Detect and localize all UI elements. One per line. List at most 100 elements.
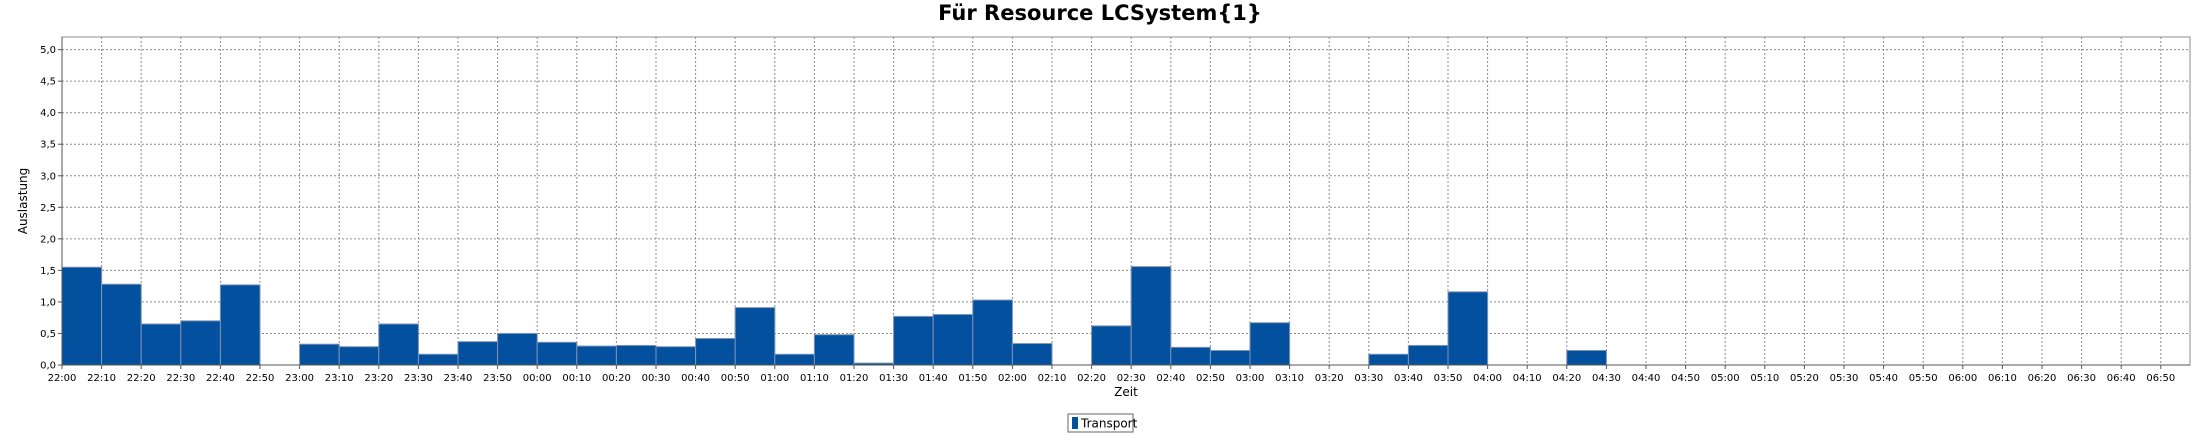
- x-tick-label: 06:10: [1988, 373, 2017, 384]
- y-tick-label: 1,0: [40, 297, 56, 308]
- x-tick-label: 01:30: [879, 373, 908, 384]
- chart-title: Für Resource LCSystem{1}: [938, 1, 1262, 25]
- x-tick-label: 22:00: [48, 373, 77, 384]
- bar: [932, 314, 974, 366]
- x-tick-label: 00:30: [642, 373, 671, 384]
- bar: [1091, 325, 1132, 366]
- x-tick-label: 05:30: [1830, 373, 1859, 384]
- y-tick-label: 1,5: [40, 266, 56, 277]
- bar: [219, 284, 261, 366]
- bar: [655, 346, 697, 366]
- x-tick-label: 02:10: [1038, 373, 1067, 384]
- x-tick-label: 00:40: [681, 373, 710, 384]
- x-tick-label: 03:00: [1236, 373, 1265, 384]
- bar: [378, 323, 419, 366]
- bar: [695, 338, 736, 366]
- legend-swatch: [1072, 417, 1078, 429]
- y-tick-label: 5,0: [40, 45, 56, 56]
- x-tick-label: 23:50: [483, 373, 512, 384]
- x-tick-label: 22:50: [246, 373, 275, 384]
- x-tick-label: 01:20: [840, 373, 869, 384]
- x-tick-label: 06:40: [2107, 373, 2136, 384]
- x-tick-label: 05:10: [1750, 373, 1779, 384]
- x-tick-label: 03:50: [1434, 373, 1463, 384]
- x-tick-label: 03:20: [1315, 373, 1344, 384]
- bar: [338, 346, 380, 366]
- x-tick-label: 00:20: [602, 373, 631, 384]
- bar: [1368, 353, 1409, 366]
- legend-label: Transport: [1080, 417, 1138, 431]
- y-tick-label: 4,0: [40, 108, 56, 119]
- x-tick-label: 00:50: [721, 373, 750, 384]
- bar: [417, 353, 459, 366]
- bar: [1249, 322, 1291, 366]
- bar: [1407, 344, 1449, 366]
- bar: [576, 345, 617, 366]
- x-tick-label: 22:40: [206, 373, 235, 384]
- x-tick-label: 23:30: [404, 373, 433, 384]
- y-tick-label: 2,5: [40, 203, 56, 214]
- y-axis-label: Auslastung: [16, 168, 30, 235]
- bar: [1447, 291, 1489, 366]
- y-axis-ticks: 0,0 0,5 1,0 1,5 2,0 2,5 3,0 3,5 4,0 4,5 5,0: [40, 45, 62, 372]
- x-tick-label: 05:00: [1711, 373, 1740, 384]
- x-tick-label: 22:10: [87, 373, 116, 384]
- x-tick-label: 00:00: [523, 373, 552, 384]
- bar: [457, 341, 499, 366]
- y-tick-label: 3,5: [40, 140, 56, 151]
- bar: [972, 299, 1013, 366]
- x-tick-label: 02:50: [1196, 373, 1225, 384]
- x-tick-label: 01:00: [760, 373, 789, 384]
- x-tick-label: 03:10: [1275, 373, 1304, 384]
- x-tick-label: 04:50: [1671, 373, 1700, 384]
- x-tick-label: 22:20: [127, 373, 156, 384]
- bar: [893, 315, 934, 366]
- bar: [299, 343, 340, 366]
- y-tick-label: 0,0: [40, 361, 56, 372]
- legend-box: [1067, 413, 1134, 433]
- bar: [536, 341, 578, 366]
- x-tick-label: 02:20: [1077, 373, 1106, 384]
- y-tick-label: 4,5: [40, 77, 56, 88]
- bar: [774, 353, 815, 366]
- x-tick-label: 06:20: [2028, 373, 2057, 384]
- bar: [1011, 343, 1053, 366]
- bar: [615, 344, 657, 366]
- x-tick-label: 04:10: [1513, 373, 1542, 384]
- bar: [140, 323, 182, 366]
- y-tick-label: 2,0: [40, 234, 56, 245]
- x-tick-label: 02:00: [998, 373, 1027, 384]
- bar: [813, 334, 855, 366]
- x-tick-label: 23:40: [444, 373, 473, 384]
- bar: [180, 320, 221, 366]
- bar: [1209, 349, 1251, 366]
- bar: [1130, 266, 1172, 366]
- x-tick-label: 04:40: [1632, 373, 1661, 384]
- gridlines: [62, 37, 2190, 365]
- bar: [734, 307, 776, 366]
- x-axis-ticks: 22:00 22:10 22:20 22:30 22:40 22:50 23:00 23:10…: [48, 365, 2175, 384]
- x-tick-label: 23:20: [364, 373, 393, 384]
- bar: [497, 332, 538, 366]
- x-tick-label: 02:30: [1117, 373, 1146, 384]
- x-tick-label: 06:50: [2146, 373, 2175, 384]
- x-tick-label: 04:20: [1552, 373, 1581, 384]
- x-tick-label: 04:00: [1473, 373, 1502, 384]
- x-tick-label: 03:40: [1394, 373, 1423, 384]
- x-tick-label: 23:10: [325, 373, 354, 384]
- x-tick-label: 06:30: [2067, 373, 2096, 384]
- x-tick-label: 06:00: [1948, 373, 1977, 384]
- bar: [1170, 346, 1211, 366]
- x-tick-label: 23:00: [285, 373, 314, 384]
- x-tick-label: 01:50: [958, 373, 987, 384]
- x-tick-label: 05:20: [1790, 373, 1819, 384]
- x-tick-label: 04:30: [1592, 373, 1621, 384]
- x-tick-label: 22:30: [166, 373, 195, 384]
- bars: [61, 266, 1607, 366]
- bar: [61, 266, 103, 366]
- bar: [101, 283, 142, 366]
- x-tick-label: 05:40: [1869, 373, 1898, 384]
- x-tick-label: 00:10: [562, 373, 591, 384]
- x-axis-label: Zeit: [1114, 385, 1138, 399]
